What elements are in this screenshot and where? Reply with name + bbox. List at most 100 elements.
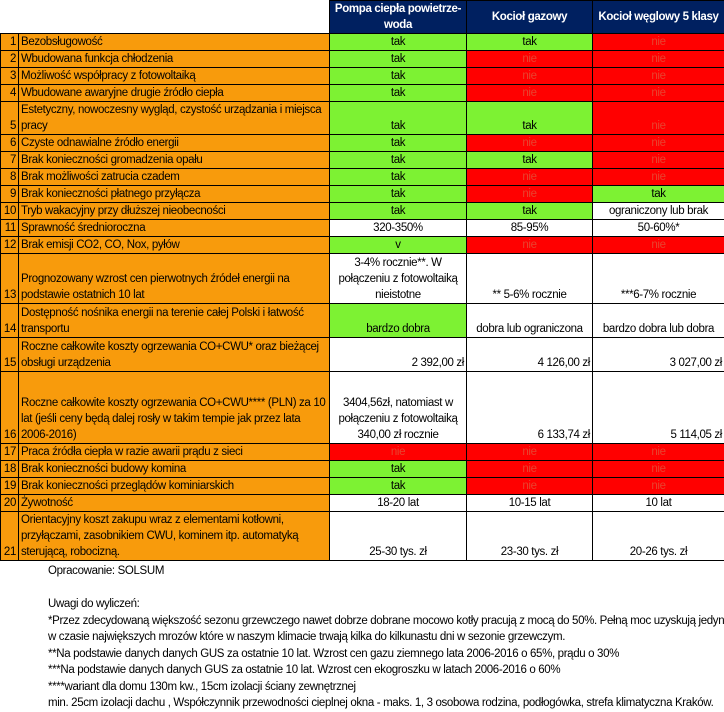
row-label: Roczne całkowite koszty ogrzewania CO+CW…: [19, 338, 330, 372]
notes-title: Uwagi do wyliczeń:: [48, 596, 724, 613]
gas-boiler-cell: 23-30 tys. zł: [467, 512, 593, 561]
row-number: 4: [1, 85, 19, 102]
row-label: Tryb wakacyjny przy dłuższej nieobecnośc…: [19, 203, 330, 220]
coal-boiler-cell: nie: [593, 237, 724, 254]
gas-boiler-cell: nie: [467, 169, 593, 186]
gas-boiler-cell: nie: [467, 186, 593, 203]
row-number: 18: [1, 461, 19, 478]
note-line: ****wariant dla domu 130m kw., 15cm izol…: [48, 679, 724, 696]
coal-boiler-cell: nie: [593, 85, 724, 102]
heat-pump-cell: 320-350%: [330, 220, 467, 237]
heat-pump-cell: tak: [330, 85, 467, 102]
row-label: Brak konieczności budowy komina: [19, 461, 330, 478]
row-number: 19: [1, 478, 19, 495]
row-number: 20: [1, 495, 19, 512]
row-number: 16: [1, 372, 19, 444]
gas-boiler-cell: nie: [467, 135, 593, 152]
row-number: 21: [1, 512, 19, 561]
row-label: Orientacyjny koszt zakupu wraz z element…: [19, 512, 330, 561]
gas-boiler-cell: 6 133,74 zł: [467, 372, 593, 444]
note-line: min. 25cm izolacji dachu , Współczynnik …: [48, 695, 724, 712]
row-label: Dostępność nośnika energii na terenie ca…: [19, 304, 330, 338]
gas-boiler-cell: nie: [467, 444, 593, 461]
row-label: Czyste odnawialne źródło energii: [19, 135, 330, 152]
coal-boiler-cell: nie: [593, 51, 724, 68]
coal-boiler-cell: 20-26 tys. zł: [593, 512, 724, 561]
row-label: Brak konieczności gromadzenia opału: [19, 152, 330, 169]
row-number: 9: [1, 186, 19, 203]
row-label: Sprawność średnioroczna: [19, 220, 330, 237]
row-label: Roczne całkowite koszty ogrzewania CO+CW…: [19, 372, 330, 444]
gas-boiler-cell: nie: [467, 68, 593, 85]
row-label: Możliwość współpracy z fotowoltaiką: [19, 68, 330, 85]
row-label: Estetyczny, nowoczesny wygląd, czystość …: [19, 102, 330, 135]
gas-boiler-cell: 85-95%: [467, 220, 593, 237]
row-number: 5: [1, 102, 19, 135]
gas-boiler-cell: dobra lub ograniczona: [467, 304, 593, 338]
row-label: Brak możliwości zatrucia czadem: [19, 169, 330, 186]
coal-boiler-cell: 5 114,05 zł: [593, 372, 724, 444]
coal-boiler-cell: nie: [593, 461, 724, 478]
heat-pump-cell: tak: [330, 51, 467, 68]
coal-boiler-cell: nie: [593, 102, 724, 135]
gas-boiler-cell: nie: [467, 478, 593, 495]
heat-pump-cell: v: [330, 237, 467, 254]
gas-boiler-cell: nie: [467, 85, 593, 102]
note-line: **Na podstawie danych danych GUS za osta…: [48, 646, 724, 663]
heat-pump-cell: tak: [330, 478, 467, 495]
comparison-table: Pompa ciepła powietrze-woda Kocioł gazow…: [0, 0, 724, 561]
row-number: 3: [1, 68, 19, 85]
row-number: 12: [1, 237, 19, 254]
heat-pump-cell: tak: [330, 135, 467, 152]
gas-boiler-cell: nie: [467, 51, 593, 68]
row-number: 6: [1, 135, 19, 152]
coal-boiler-cell: bardzo dobra lub dobra: [593, 304, 724, 338]
heat-pump-cell: nie: [330, 444, 467, 461]
header-blank: [1, 1, 330, 34]
row-label: Brak emisji CO2, CO, Nox, pyłów: [19, 237, 330, 254]
coal-boiler-cell: 10 lat: [593, 495, 724, 512]
note-line: ***Na podstawie danych danych GUS za ost…: [48, 662, 724, 679]
row-number: 14: [1, 304, 19, 338]
coal-boiler-cell: nie: [593, 169, 724, 186]
gas-boiler-cell: tak: [467, 102, 593, 135]
coal-boiler-cell: nie: [593, 68, 724, 85]
header-coal-boiler: Kocioł węglowy 5 klasy: [593, 1, 724, 34]
note-line: w czasie największych mrozów które w nas…: [48, 629, 724, 646]
coal-boiler-cell: 3 027,00 zł: [593, 338, 724, 372]
heat-pump-cell: 3-4% rocznie**. W połączeniu z fotowolta…: [330, 254, 467, 304]
row-number: 2: [1, 51, 19, 68]
heat-pump-cell: tak: [330, 152, 467, 169]
row-number: 10: [1, 203, 19, 220]
note-line: *Przez zdecydowaną większość sezonu grze…: [48, 613, 724, 630]
coal-boiler-cell: ***6-7% rocznie: [593, 254, 724, 304]
heat-pump-cell: tak: [330, 461, 467, 478]
gas-boiler-cell: tak: [467, 203, 593, 220]
notes: Opracowanie: SOLSUM Uwagi do wyliczeń: *…: [48, 563, 724, 712]
gas-boiler-cell: 4 126,00 zł: [467, 338, 593, 372]
heat-pump-cell: tak: [330, 102, 467, 135]
header-gas-boiler: Kocioł gazowy: [467, 1, 593, 34]
coal-boiler-cell: nie: [593, 34, 724, 51]
header-heat-pump: Pompa ciepła powietrze-woda: [330, 1, 467, 34]
row-label: Praca źródła ciepła w razie awarii prądu…: [19, 444, 330, 461]
row-label: Prognozowany wzrost cen pierwotnych źród…: [19, 254, 330, 304]
coal-boiler-cell: ograniczony lub brak: [593, 203, 724, 220]
row-number: 17: [1, 444, 19, 461]
coal-boiler-cell: 50-60%*: [593, 220, 724, 237]
